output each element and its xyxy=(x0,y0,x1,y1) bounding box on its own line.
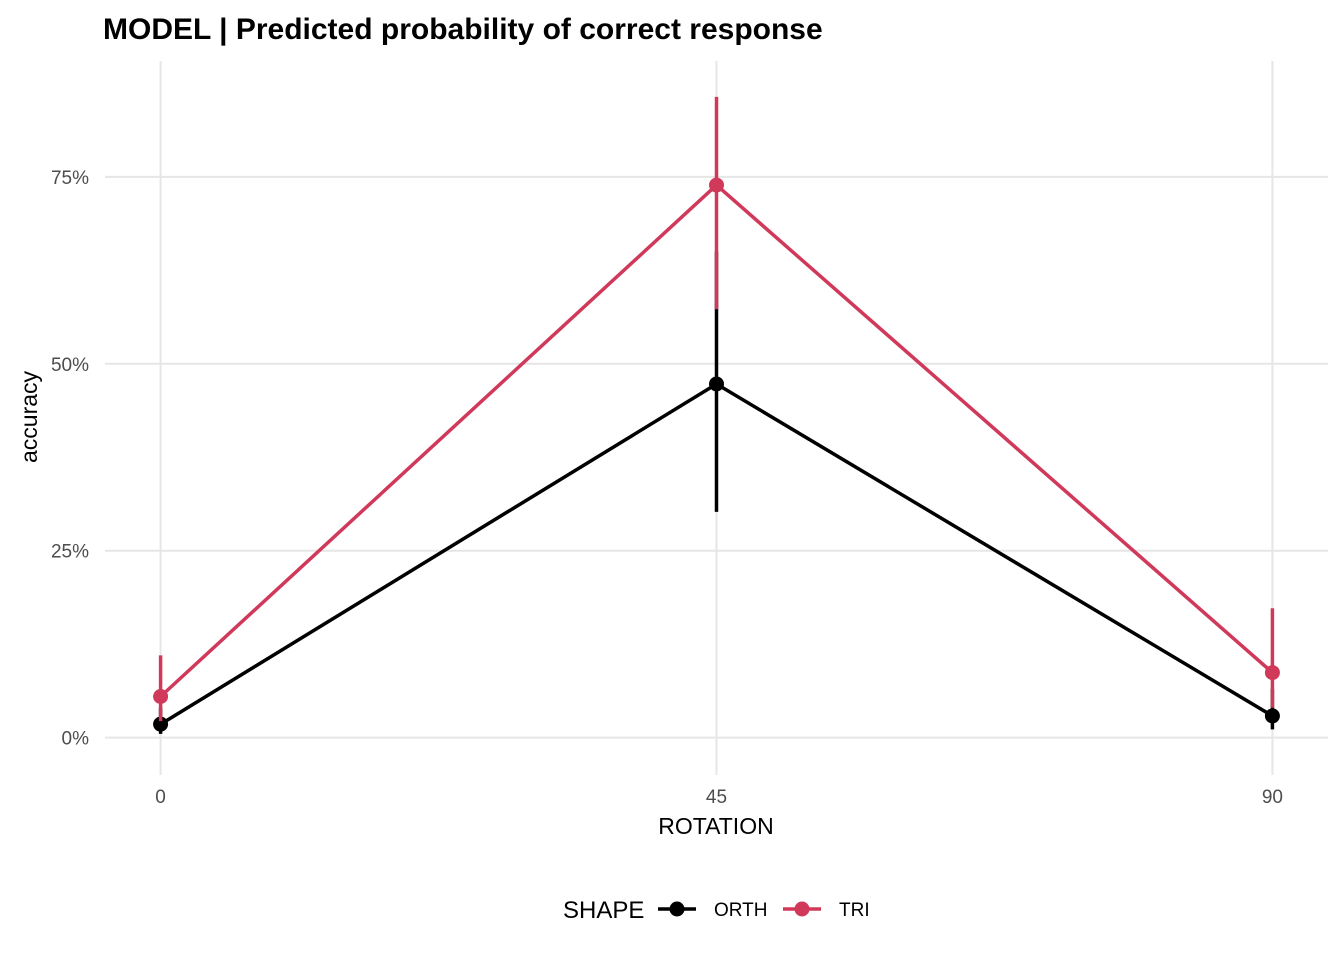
series-layer xyxy=(153,96,1280,734)
data-point-tri xyxy=(153,688,169,704)
y-tick-label: 75% xyxy=(51,168,89,189)
x-tick-label: 90 xyxy=(1262,787,1283,808)
y-tick-labels: 0% 25% 50% 75% xyxy=(51,168,89,750)
x-tick-label: 0 xyxy=(155,787,166,808)
data-point-orth xyxy=(1264,708,1280,724)
data-point-orth xyxy=(153,716,169,732)
y-axis-title: accuracy xyxy=(16,370,42,463)
x-tick-label: 45 xyxy=(706,787,727,808)
chart-title: MODEL | Predicted probability of correct… xyxy=(103,13,823,46)
series-tri xyxy=(153,96,1280,722)
y-tick-label: 50% xyxy=(51,355,89,376)
legend-label-tri: TRI xyxy=(839,900,870,921)
legend-key-point-orth xyxy=(669,901,685,917)
legend-title: SHAPE xyxy=(563,897,644,924)
legend-label-orth: ORTH xyxy=(714,900,767,921)
data-point-orth xyxy=(709,376,724,392)
x-tick-labels: 0 45 90 xyxy=(155,787,1283,808)
y-tick-label: 0% xyxy=(62,729,90,750)
data-point-tri xyxy=(709,177,724,193)
legend: SHAPE ORTH TRI xyxy=(563,897,870,924)
x-axis-title: ROTATION xyxy=(658,813,773,839)
data-point-tri xyxy=(1264,665,1280,681)
legend-key-point-tri xyxy=(794,901,810,917)
y-tick-label: 25% xyxy=(51,542,89,563)
